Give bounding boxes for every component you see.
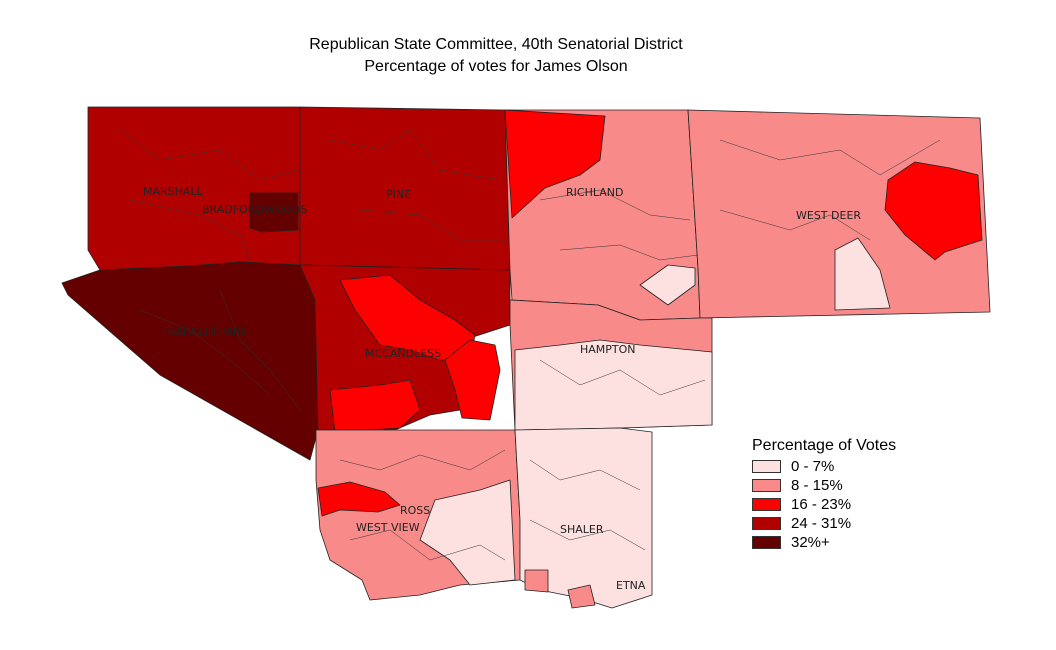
title-line-1: Republican State Committee, 40th Senator… bbox=[309, 36, 683, 53]
region-ross-light[interactable] bbox=[419, 479, 516, 586]
label-etna: ETNA bbox=[616, 579, 646, 592]
label-mccandless: MCCANDLESS bbox=[365, 347, 441, 360]
map-title: Republican State Committee, 40th Senator… bbox=[0, 34, 992, 78]
region-shaler-pink[interactable] bbox=[524, 569, 549, 593]
region-bradfordwoods[interactable] bbox=[249, 192, 299, 233]
region-ross-red[interactable] bbox=[317, 481, 401, 517]
legend-title: Percentage of Votes bbox=[752, 437, 897, 454]
region-west-deer-south[interactable] bbox=[834, 237, 891, 311]
legend-label: 16 - 23% bbox=[791, 496, 852, 513]
label-richland: RICHLAND bbox=[566, 186, 623, 199]
legend-swatch bbox=[752, 460, 781, 473]
label-west-deer: WEST DEER bbox=[796, 209, 861, 222]
region-richland-north[interactable] bbox=[504, 109, 606, 219]
label-pine: PINE bbox=[386, 188, 411, 201]
region-franklin-park[interactable] bbox=[61, 261, 319, 461]
legend-item: 16 - 23% bbox=[752, 495, 896, 514]
label-west-view: WEST VIEW bbox=[356, 521, 420, 534]
label-ross: ROSS bbox=[400, 504, 430, 517]
legend-label: 24 - 31% bbox=[791, 515, 852, 532]
legend-item: 0 - 7% bbox=[752, 457, 896, 476]
label-hampton: HAMPTON bbox=[580, 343, 636, 356]
label-marshall: MARSHALL bbox=[143, 185, 204, 198]
label-franklin-park: FRANKLIN PARK bbox=[162, 325, 249, 338]
legend-label: 8 - 15% bbox=[791, 477, 843, 494]
legend-swatch bbox=[752, 517, 781, 530]
label-bradfordwoods: BRADFORDWOODS bbox=[202, 203, 308, 216]
legend-swatch bbox=[752, 536, 781, 549]
legend-swatch bbox=[752, 479, 781, 492]
region-etna[interactable] bbox=[567, 584, 596, 609]
legend-item: 24 - 31% bbox=[752, 514, 896, 533]
legend-swatch bbox=[752, 498, 781, 511]
label-shaler: SHALER bbox=[560, 523, 604, 536]
region-mccandless-se[interactable] bbox=[444, 339, 501, 421]
legend-label: 32%+ bbox=[791, 534, 830, 551]
legend-label: 0 - 7% bbox=[791, 458, 835, 475]
region-west-deer-east[interactable] bbox=[884, 161, 983, 261]
title-line-2: Percentage of votes for James Olson bbox=[364, 58, 628, 75]
legend: Percentage of Votes 0 - 7% 8 - 15% 16 - … bbox=[752, 437, 896, 552]
legend-item: 32%+ bbox=[752, 533, 896, 552]
region-hampton-ne[interactable] bbox=[639, 264, 696, 306]
legend-item: 8 - 15% bbox=[752, 476, 896, 495]
